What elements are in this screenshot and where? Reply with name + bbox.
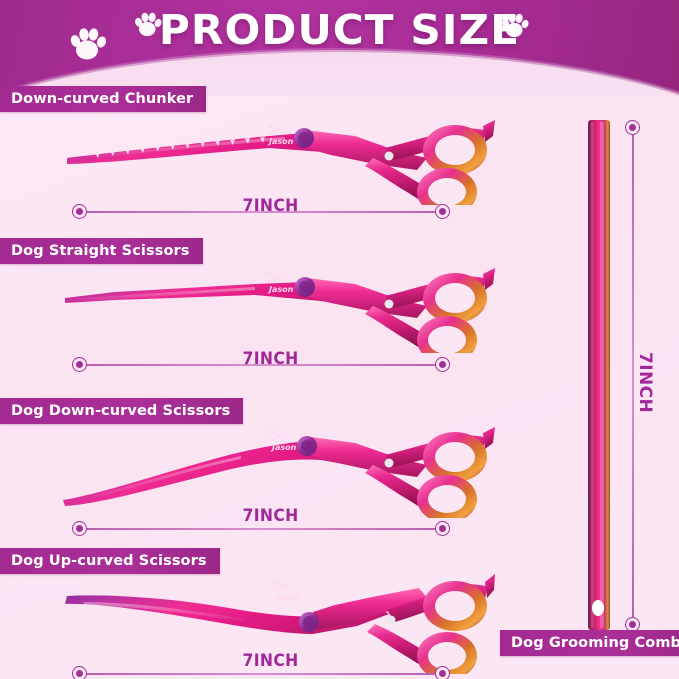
svg-text:Jason: Jason [267,285,294,294]
measure-endpoint-top [625,120,640,135]
measure-bar [79,211,443,213]
comb-teeth [492,124,594,600]
brand-logo-3: Jason [274,579,301,602]
product-label-comb: Dog Grooming Comb [500,630,679,656]
paw-print-icon [135,12,162,37]
header-banner [0,0,679,96]
measure-line-comb [624,120,642,632]
measure-bar [79,673,443,675]
measure-line-0 [72,203,450,221]
measure-line-3 [72,665,450,679]
measure-endpoint-left [72,357,87,372]
measure-endpoint-right [435,666,450,679]
measure-line-1 [72,356,450,374]
product-label-1: Dog Straight Scissors [0,238,203,264]
product-image-down-curved [63,427,495,518]
svg-text:Jason: Jason [267,137,294,146]
brand-logo-2: Jason [270,429,297,452]
product-label-3: Dog Up-curved Scissors [0,548,220,574]
product-image-straight [65,268,495,353]
size-label-0: 7INCH [242,196,299,216]
measure-endpoint-right [435,357,450,372]
product-image-chunker [67,120,495,205]
measure-bar [79,528,443,530]
page-title: PRODUCT SIZE [158,6,521,54]
product-label-2: Dog Down-curved Scissors [0,398,244,424]
measure-endpoint-left [72,666,87,679]
brand-logo-1: Jason [267,271,294,294]
product-image-up-curved [65,574,495,674]
measure-bar [632,127,634,625]
measure-endpoint-left [72,204,87,219]
product-image-comb [492,120,610,630]
svg-text:Jason: Jason [270,443,297,452]
paw-print-icon [70,28,107,60]
product-label-0: Down-curved Chunker [0,86,207,112]
size-label-comb: 7INCH [635,352,655,414]
svg-text:Jason: Jason [274,593,301,602]
measure-endpoint-right [435,521,450,536]
paw-print-icon [502,13,529,38]
measure-bar [79,364,443,366]
measure-endpoint-left [72,521,87,536]
measure-line-2 [72,520,450,538]
measure-endpoint-right [435,204,450,219]
size-label-1: 7INCH [242,349,299,369]
size-label-2: 7INCH [242,506,299,526]
size-label-3: 7INCH [242,651,299,671]
brand-logo-0: Jason [267,123,294,146]
